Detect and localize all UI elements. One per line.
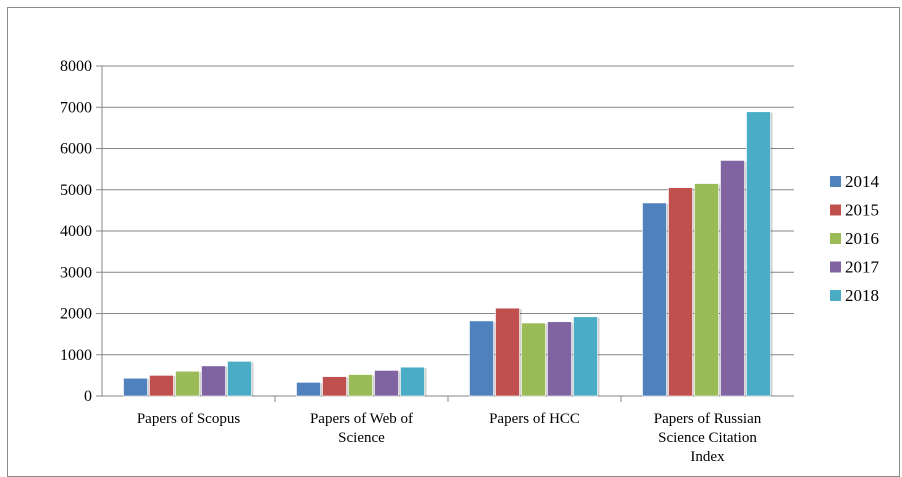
bar: [201, 365, 226, 397]
bar: [694, 183, 719, 397]
legend-label: 2018: [845, 286, 879, 305]
bar: [374, 370, 399, 397]
category-label: Science: [338, 430, 385, 446]
category-label: Index: [690, 449, 725, 465]
category-label: Papers of Russian: [654, 411, 762, 427]
legend-label: 2017: [845, 258, 880, 277]
bar: [668, 187, 693, 397]
bar: [227, 361, 252, 397]
bar: [521, 322, 546, 397]
bar: [573, 316, 598, 397]
y-tick-label: 1000: [60, 347, 92, 364]
bar: [149, 375, 174, 397]
y-tick-label: 4000: [60, 223, 92, 240]
category-label: Papers of Web of: [310, 411, 413, 427]
y-tick-label: 7000: [60, 99, 92, 116]
legend-swatch: [830, 290, 841, 301]
bar: [123, 377, 148, 397]
y-tick-label: 0: [84, 388, 92, 405]
y-tick-label: 5000: [60, 182, 92, 199]
legend-label: 2014: [845, 172, 880, 191]
bar: [400, 366, 425, 397]
legend-label: 2015: [845, 201, 879, 220]
bar: [720, 160, 745, 397]
legend-swatch: [830, 261, 841, 273]
bar: [296, 382, 321, 397]
y-tick-label: 3000: [60, 264, 92, 281]
bar: [642, 202, 667, 397]
bar: [469, 320, 494, 397]
category-label: Papers of Scopus: [137, 411, 240, 427]
y-tick-label: 2000: [60, 306, 92, 323]
bar: [746, 111, 771, 397]
legend-label: 2016: [845, 229, 879, 248]
category-label: Science Citation: [658, 430, 757, 446]
y-tick-label: 6000: [60, 141, 92, 158]
legend-swatch: [830, 204, 841, 216]
bar: [322, 376, 347, 397]
bar: [348, 374, 373, 397]
category-label: Papers of HCC: [489, 411, 580, 427]
y-tick-label: 8000: [60, 58, 92, 75]
bar: [547, 321, 572, 397]
bar: [495, 307, 520, 397]
bar: [175, 370, 200, 397]
legend-swatch: [830, 176, 841, 187]
legend-swatch: [830, 233, 841, 244]
